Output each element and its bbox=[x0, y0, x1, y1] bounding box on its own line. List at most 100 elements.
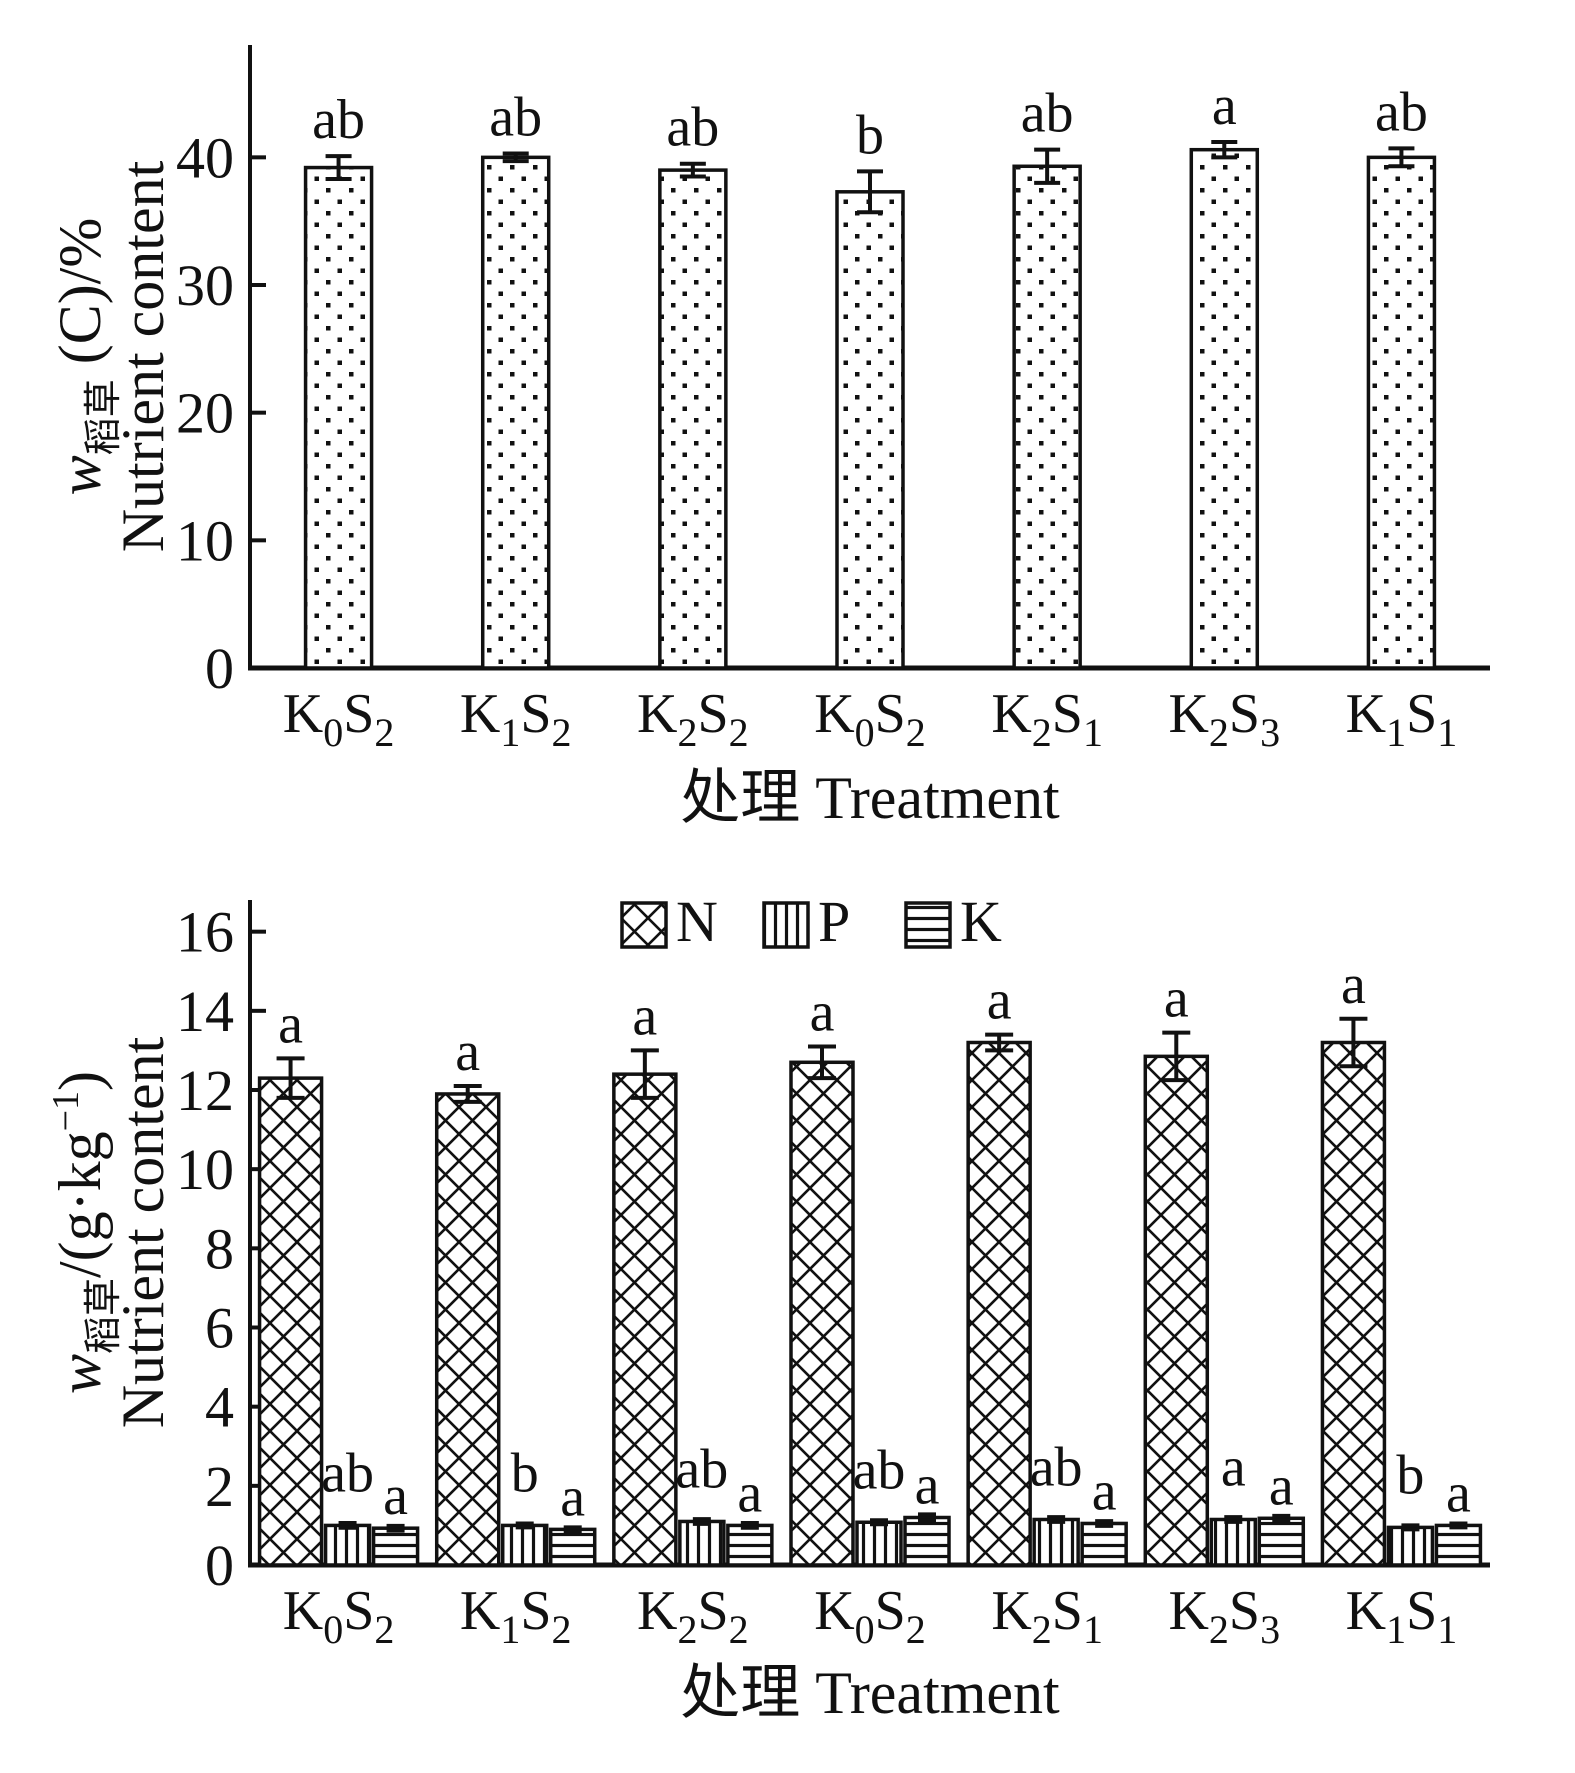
bar-p bbox=[500, 1523, 549, 1567]
y-axis-title-formula: w稻草 (C)/% bbox=[47, 218, 125, 496]
bar-p bbox=[678, 1519, 726, 1567]
category-label: K0S2 bbox=[814, 1580, 926, 1652]
bar-n bbox=[1320, 1040, 1387, 1567]
sig-letter: b bbox=[511, 1442, 539, 1504]
bar bbox=[480, 155, 551, 670]
sig-letter: ab bbox=[489, 87, 542, 149]
bar-group: aab a bbox=[966, 970, 1128, 1567]
bar-n bbox=[1143, 1054, 1210, 1567]
bar-n bbox=[612, 1072, 678, 1567]
y-tick-label: 12 bbox=[176, 1058, 234, 1123]
legend-swatch-k bbox=[904, 901, 952, 949]
y-tick-label: 30 bbox=[176, 253, 234, 318]
sig-letter: a bbox=[1341, 954, 1366, 1016]
bar-group: ab bbox=[1012, 83, 1082, 670]
legend-swatch-p bbox=[762, 901, 810, 949]
y-axis-title-english: Nutrient content bbox=[110, 160, 176, 552]
sig-letter: a bbox=[1212, 75, 1237, 137]
sig-letter: a bbox=[915, 1455, 940, 1517]
bar-k bbox=[903, 1515, 951, 1567]
bar bbox=[1366, 155, 1437, 670]
bar bbox=[835, 190, 905, 670]
sig-letter: b bbox=[1396, 1444, 1424, 1506]
sig-letter: a bbox=[1269, 1455, 1294, 1517]
y-tick-label: 4 bbox=[205, 1375, 234, 1440]
category-label: K1S1 bbox=[1346, 683, 1458, 755]
category-label: K2S3 bbox=[1168, 1580, 1280, 1652]
bar-p bbox=[855, 1520, 903, 1567]
bar-p bbox=[1386, 1525, 1435, 1567]
bar-group: aab a bbox=[789, 981, 951, 1567]
x-axis-title: 处理 Treatment bbox=[680, 765, 1060, 831]
sig-letter: a bbox=[737, 1462, 762, 1524]
category-label: K1S1 bbox=[1346, 1580, 1458, 1652]
sig-letter: a bbox=[987, 970, 1012, 1032]
bar-group: aa a bbox=[1143, 968, 1306, 1567]
category-label: K1S2 bbox=[460, 1580, 572, 1652]
bar-p bbox=[1209, 1517, 1258, 1567]
category-label: K2S1 bbox=[991, 683, 1103, 755]
top-chart: 0 10 20 30 40 ab K0S2 ab K1S2 ab K2S2 b K0S2 ab K2S1 a K… bbox=[47, 45, 1490, 831]
legend-label-k: K bbox=[960, 889, 1002, 954]
category-label: K2S2 bbox=[637, 1580, 749, 1652]
y-tick-label: 16 bbox=[176, 900, 234, 965]
sig-letter: a bbox=[1164, 968, 1189, 1030]
category-label: K2S2 bbox=[637, 683, 749, 755]
sig-letter: ab bbox=[1021, 83, 1074, 145]
bar bbox=[658, 168, 728, 670]
bar-n bbox=[257, 1076, 324, 1567]
category-label: K0S2 bbox=[283, 1580, 395, 1652]
sig-letter: a bbox=[278, 993, 303, 1055]
y-tick-label: 6 bbox=[205, 1296, 234, 1361]
sig-letter: a bbox=[383, 1465, 408, 1527]
bar-group: ab a bbox=[1320, 954, 1483, 1567]
bar-n bbox=[434, 1092, 501, 1567]
bar-group: a bbox=[1189, 75, 1260, 670]
bar-k bbox=[548, 1527, 597, 1567]
legend-swatch-n bbox=[620, 901, 668, 949]
bar-group: aab a bbox=[257, 993, 420, 1567]
bar bbox=[1189, 147, 1260, 670]
sig-letter: ab bbox=[1375, 81, 1428, 143]
category-label: K0S2 bbox=[283, 683, 395, 755]
bar-n bbox=[789, 1060, 855, 1567]
category-label: K2S1 bbox=[991, 1580, 1103, 1652]
bar bbox=[1012, 164, 1082, 670]
y-tick-label: 2 bbox=[205, 1454, 234, 1519]
y-axis-title-formula: w稻草/(g·kg−1) bbox=[45, 1071, 125, 1394]
bar-p bbox=[1032, 1517, 1080, 1567]
bar-group: ab bbox=[1366, 81, 1437, 670]
sig-letter: a bbox=[1221, 1436, 1246, 1498]
sig-letter: a bbox=[455, 1021, 480, 1083]
y-tick-label: 0 bbox=[205, 1533, 234, 1598]
sig-letter: a bbox=[632, 985, 657, 1047]
bar-k bbox=[726, 1523, 774, 1567]
bar-k bbox=[371, 1526, 420, 1567]
sig-letter: a bbox=[1446, 1462, 1471, 1524]
y-tick-label: 14 bbox=[176, 979, 234, 1044]
bar-k bbox=[1257, 1516, 1306, 1567]
bar bbox=[303, 165, 374, 670]
y-tick-label: 0 bbox=[205, 636, 234, 701]
sig-letter: a bbox=[810, 981, 835, 1043]
sig-letter: a bbox=[560, 1466, 585, 1528]
bar-group: b bbox=[835, 104, 905, 670]
category-label: K0S2 bbox=[814, 683, 926, 755]
bar-p bbox=[323, 1523, 372, 1567]
sig-letter: ab bbox=[1030, 1436, 1083, 1498]
bar-n bbox=[966, 1040, 1032, 1567]
sig-letter: ab bbox=[321, 1442, 374, 1504]
y-tick-label: 8 bbox=[205, 1216, 234, 1281]
x-axis-title: 处理 Treatment bbox=[680, 1660, 1060, 1726]
y-axis-title-english: Nutrient content bbox=[110, 1036, 176, 1428]
legend-label-p: P bbox=[818, 889, 850, 954]
sig-letter: a bbox=[1092, 1460, 1117, 1522]
y-tick-label: 10 bbox=[176, 1137, 234, 1202]
category-label: K1S2 bbox=[460, 683, 572, 755]
legend-label-n: N bbox=[676, 889, 718, 954]
y-tick-label: 10 bbox=[176, 508, 234, 573]
sig-letter: ab bbox=[675, 1438, 728, 1500]
